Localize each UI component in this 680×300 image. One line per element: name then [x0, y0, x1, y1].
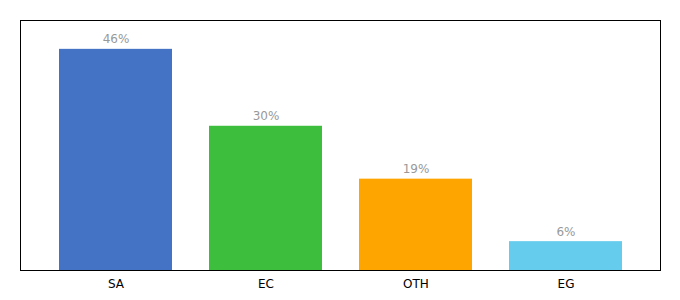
- svg-text:EC: EC: [258, 277, 274, 291]
- svg-text:6%: 6%: [556, 225, 575, 239]
- svg-text:19%: 19%: [403, 162, 430, 176]
- svg-text:OTH: OTH: [403, 277, 429, 291]
- svg-text:46%: 46%: [103, 32, 130, 46]
- svg-text:EG: EG: [558, 277, 575, 291]
- svg-text:SA: SA: [108, 277, 125, 291]
- svg-text:30%: 30%: [253, 109, 280, 123]
